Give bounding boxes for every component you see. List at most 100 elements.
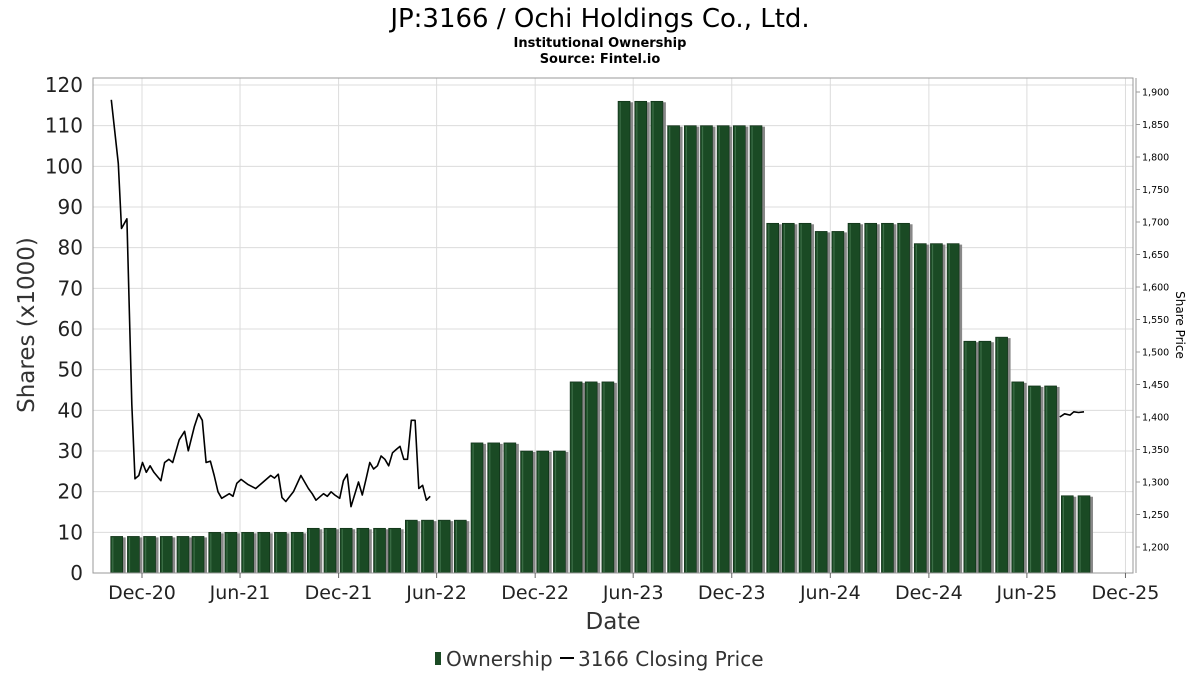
ownership-bar-highlight xyxy=(554,452,557,572)
y-tick-label: 110 xyxy=(45,114,83,138)
y-tick-label: 50 xyxy=(58,358,83,382)
y-tick-label: 90 xyxy=(58,195,83,219)
ownership-bar-highlight xyxy=(701,126,704,573)
y2-tick-label: 1,250 xyxy=(1142,510,1169,521)
ownership-bar-highlight xyxy=(325,529,327,572)
ownership-bar-highlight xyxy=(292,533,294,572)
ownership-bar-highlight xyxy=(243,533,245,572)
ownership-bar-highlight xyxy=(685,126,687,573)
y2-tick-label: 1,450 xyxy=(1142,380,1169,391)
y2-tick-label: 1,850 xyxy=(1142,120,1169,131)
y2-tick-label: 1,650 xyxy=(1142,250,1169,261)
ownership-bar-highlight xyxy=(161,537,163,572)
ownership-bar-highlight xyxy=(308,529,310,572)
y-tick-label: 10 xyxy=(58,520,83,544)
y-tick-label: 0 xyxy=(70,561,83,585)
ownership-bar-highlight xyxy=(783,224,786,572)
ownership-bar-highlight xyxy=(980,342,982,572)
legend-price-label: 3166 Closing Price xyxy=(578,647,764,671)
ownership-bars xyxy=(110,100,1093,574)
ownership-bar-highlight xyxy=(455,521,458,572)
ownership-bar-highlight xyxy=(193,537,195,572)
x-tick-label: Jun-24 xyxy=(799,582,861,604)
ownership-bar-highlight xyxy=(1079,496,1081,572)
plot-area xyxy=(92,77,1134,574)
ownership-bar-highlight xyxy=(505,443,507,572)
ownership-bar-highlight xyxy=(586,382,588,572)
y-tick-label: 100 xyxy=(45,154,83,178)
x-tick-label: Jun-25 xyxy=(996,582,1058,604)
ownership-bar-highlight xyxy=(866,224,868,572)
ownership-bar-highlight xyxy=(406,521,409,572)
ownership-bar-highlight xyxy=(1062,496,1064,572)
ownership-bar-highlight xyxy=(178,537,180,572)
ownership-bar-highlight xyxy=(882,224,885,572)
price-line-segment xyxy=(110,99,431,508)
chart-subtitle-source: Source: Fintel.io xyxy=(540,52,661,67)
chart-title: JP:3166 / Ochi Holdings Co., Ltd. xyxy=(388,4,809,34)
y2-axis-label: Share Price xyxy=(1173,291,1187,359)
ownership-bar-highlight xyxy=(145,537,147,572)
y-tick-label: 20 xyxy=(58,480,83,504)
ownership-bar-highlight xyxy=(472,443,474,572)
x-axis-label: Date xyxy=(586,609,641,635)
y-tick-label: 40 xyxy=(58,398,83,422)
x-axis-ticks: Dec-20 Jun-21 Dec-21 Jun-22 Dec-22 Jun-23 Dec-… xyxy=(108,582,1159,604)
ownership-bar-highlight xyxy=(849,224,851,572)
ownership-bar-highlight xyxy=(619,102,621,573)
ownership-bar-highlight xyxy=(768,224,770,572)
ownership-bar-highlight xyxy=(965,342,967,572)
ownership-bar-highlight xyxy=(800,224,802,572)
legend-ownership-swatch xyxy=(435,652,441,665)
y2-tick-label: 1,200 xyxy=(1142,543,1169,554)
ownership-bar-highlight xyxy=(226,533,228,572)
y-tick-label: 30 xyxy=(58,439,83,463)
y2-tick-label: 1,750 xyxy=(1142,185,1169,196)
x-tick-label: Jun-22 xyxy=(405,582,467,604)
price-line xyxy=(110,99,1085,508)
ownership-bar-highlight xyxy=(390,529,392,572)
ownership-bar-highlight xyxy=(931,244,934,572)
y-tick-label: 120 xyxy=(45,73,83,97)
legend: Ownership 3166 Closing Price xyxy=(435,647,764,671)
ownership-bar-highlight xyxy=(751,126,753,573)
ownership-bar-highlight xyxy=(1046,386,1048,572)
ownership-bar-highlight xyxy=(489,443,491,572)
ownership-bar-highlight xyxy=(522,452,524,572)
ownership-bar-highlight xyxy=(652,102,654,573)
y2-tick-label: 1,900 xyxy=(1142,88,1169,99)
ownership-bar-highlight xyxy=(669,126,671,573)
y2-tick-label: 1,800 xyxy=(1142,153,1169,164)
ownership-bar-highlight xyxy=(439,521,441,572)
chart-subtitle-ownership: Institutional Ownership xyxy=(514,36,687,51)
x-tick-label: Dec-21 xyxy=(305,582,373,604)
ownership-bar-highlight xyxy=(948,244,950,572)
ownership-bar-highlight xyxy=(833,232,835,572)
ownership-bar-highlight xyxy=(259,533,261,572)
axes xyxy=(92,77,1140,578)
ownership-bar-highlight xyxy=(899,224,901,572)
ownership-bar-highlight xyxy=(1013,382,1015,572)
legend-ownership-label: Ownership xyxy=(446,647,553,671)
x-tick-label: Dec-25 xyxy=(1092,582,1160,604)
x-tick-label: Jun-21 xyxy=(209,582,271,604)
y2-tick-label: 1,400 xyxy=(1142,413,1169,424)
x-tick-label: Dec-24 xyxy=(895,582,963,604)
ownership-bar-highlight xyxy=(816,232,818,572)
ownership-bar-highlight xyxy=(538,452,540,572)
ownership-bar-highlight xyxy=(915,244,917,572)
y-tick-label: 80 xyxy=(58,236,83,260)
y-tick-label: 70 xyxy=(58,276,83,300)
ownership-bar-highlight xyxy=(275,533,278,572)
y2-tick-label: 1,700 xyxy=(1142,218,1169,229)
x-tick-label: Dec-22 xyxy=(501,582,569,604)
ownership-bar-highlight xyxy=(603,382,605,572)
ownership-bar-highlight xyxy=(571,382,573,572)
x-tick-label: Dec-23 xyxy=(698,582,766,604)
ownership-bar-highlight xyxy=(112,537,114,572)
y2-tick-label: 1,300 xyxy=(1142,478,1169,489)
ownership-bar-highlight xyxy=(422,521,425,572)
ownership-bar-highlight xyxy=(358,529,360,572)
price-line-segment xyxy=(1059,411,1085,418)
